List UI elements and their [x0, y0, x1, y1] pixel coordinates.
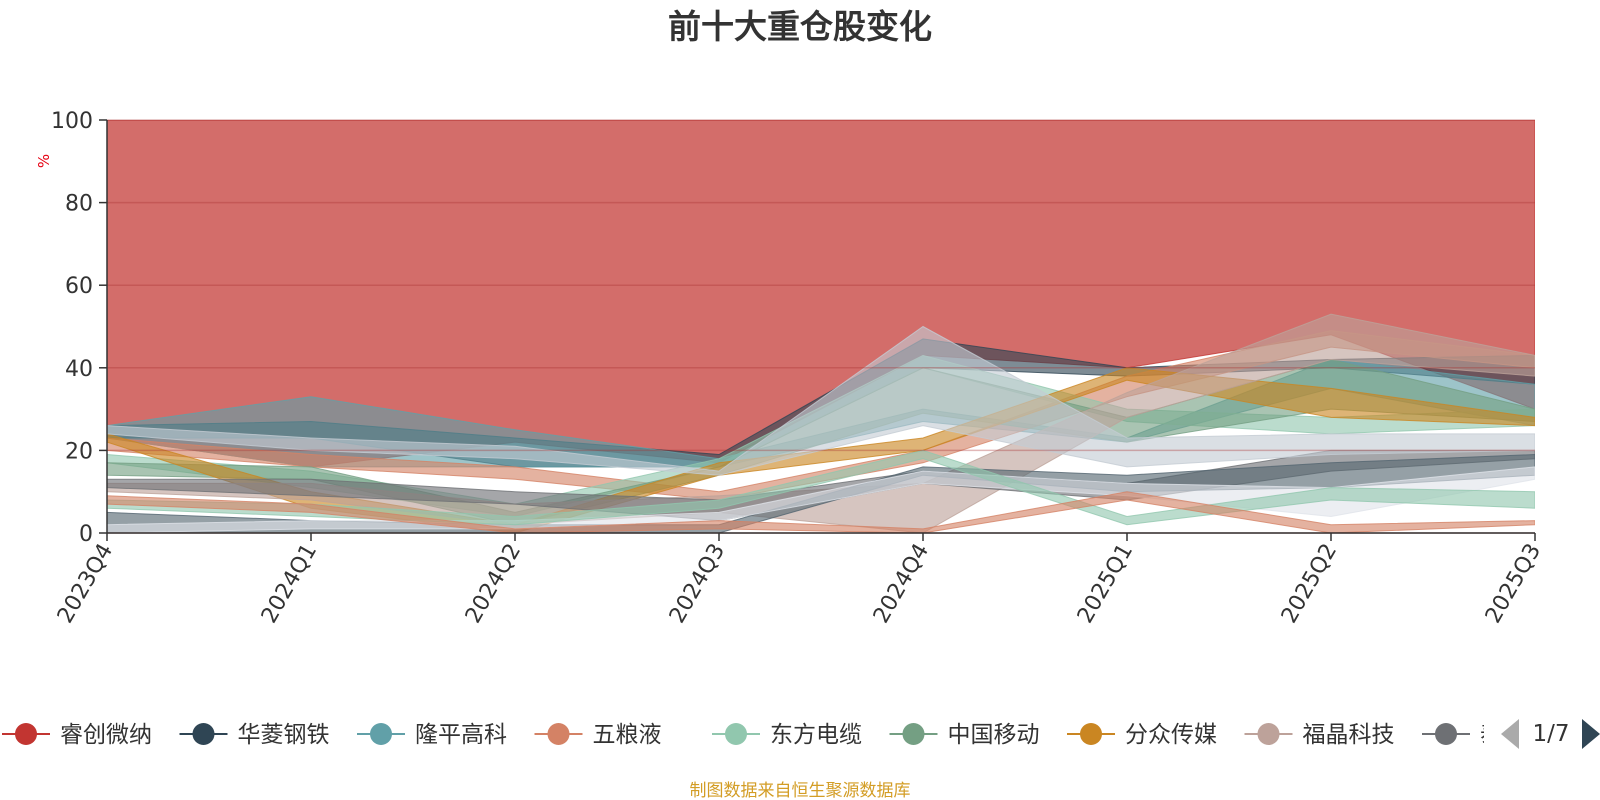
y-tick-label: 60 — [65, 274, 93, 299]
y-tick-label: 20 — [65, 439, 93, 464]
area-series-14 — [107, 491, 1535, 533]
legend-prev-arrow-icon[interactable] — [1501, 719, 1519, 749]
area-series-12 — [107, 466, 1535, 533]
y-tick-label: 40 — [65, 357, 93, 382]
area-series-9 — [107, 449, 1535, 522]
y-tick-label: 80 — [65, 192, 93, 217]
legend-label: 隆平高科 — [415, 722, 507, 748]
legend-marker — [902, 723, 925, 745]
source-note: 制图数据来自恒生聚源数据库 — [690, 781, 911, 800]
legend-item[interactable]: 东方电缆 — [712, 722, 862, 748]
legend-item[interactable]: 睿创微纳 — [2, 722, 152, 748]
legend-marker — [725, 723, 747, 745]
legend-label: 华菱钢铁 — [238, 722, 330, 748]
x-tick-label: 2024Q4 — [869, 540, 934, 628]
legend-label: 睿创微纳 — [60, 722, 152, 748]
legend-item[interactable]: 华菱钢铁 — [179, 722, 330, 748]
legend-label: 分众传媒 — [1125, 722, 1217, 748]
y-tick-label: 0 — [79, 522, 93, 547]
legend-page-indicator: 1/7 — [1532, 721, 1569, 747]
legend-marker — [370, 723, 392, 745]
x-tick-label: 2023Q4 — [53, 540, 118, 628]
legend-label: 中国移动 — [948, 722, 1040, 748]
x-tick-label: 2025Q1 — [1073, 540, 1138, 628]
y-tick-label: 100 — [51, 109, 93, 134]
legend-label: 福晶科技 — [1303, 722, 1395, 748]
x-tick-label: 2025Q2 — [1277, 540, 1342, 628]
legend-item[interactable]: 分众传媒 — [1067, 722, 1217, 748]
legend-next-arrow-icon[interactable] — [1582, 719, 1600, 749]
legend-marker — [192, 723, 215, 745]
area-series-11 — [107, 325, 1535, 476]
legend-item[interactable]: 中国移动 — [889, 722, 1040, 748]
legend-item[interactable]: 隆平高科 — [357, 722, 507, 748]
x-tick-label: 2024Q2 — [461, 540, 526, 628]
legend-label: 五粮液 — [593, 722, 662, 748]
y-axis-label: % — [35, 154, 53, 168]
plot-area — [107, 120, 1535, 533]
legend-marker — [1080, 723, 1102, 745]
chart-title: 前十大重仓股变化 — [668, 7, 932, 46]
legend-item[interactable]: 福晶科技 — [1244, 722, 1395, 748]
x-tick-label: 2025Q3 — [1481, 540, 1546, 628]
legend-marker — [15, 723, 37, 745]
legend-marker — [1435, 723, 1457, 745]
x-tick-label: 2024Q3 — [665, 540, 730, 628]
legend-item[interactable]: 五粮液 — [534, 722, 662, 748]
legend: 睿创微纳华菱钢铁隆平高科五粮液东方电缆中国移动分众传媒福晶科技泰晶科技1/7 — [2, 712, 1600, 758]
x-tick-label: 2024Q1 — [257, 540, 322, 628]
legend-marker — [1257, 723, 1280, 745]
legend-marker — [547, 723, 570, 745]
legend-label: 东方电缆 — [770, 722, 862, 748]
